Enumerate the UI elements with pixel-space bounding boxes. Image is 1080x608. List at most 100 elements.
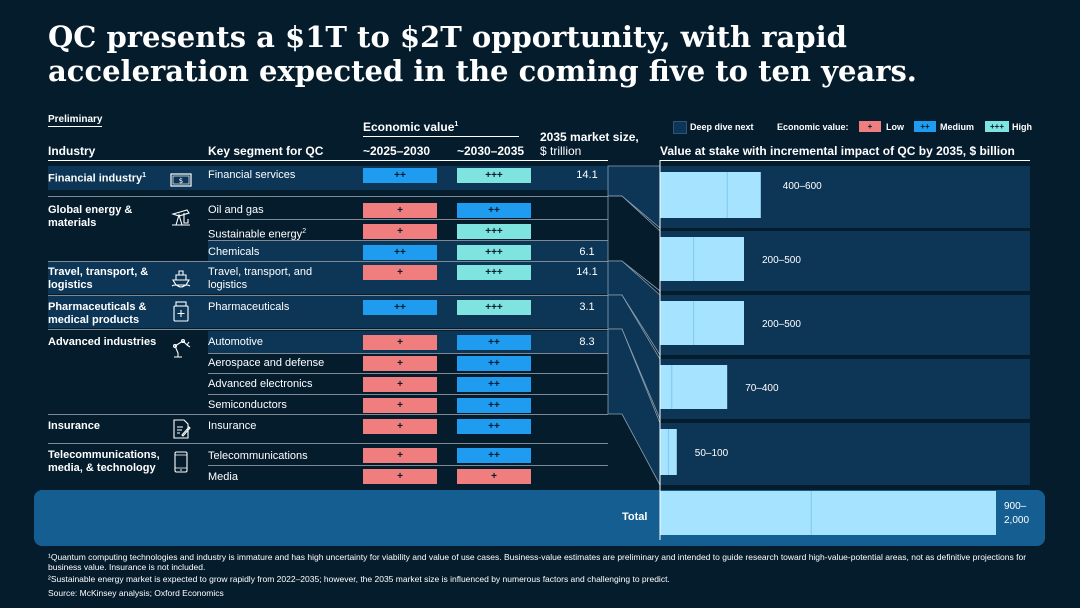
legend-deep-dive-swatch	[673, 121, 687, 134]
value-pill: +	[363, 377, 437, 392]
value-pill: +	[363, 469, 437, 484]
value-pill: ++	[457, 419, 531, 434]
robot-arm-icon	[173, 339, 191, 358]
value-bar	[660, 365, 728, 409]
segment-automotive: Automotive	[208, 336, 264, 348]
medicine-bottle-icon	[173, 301, 189, 322]
segment-oil-gas: Oil and gas	[208, 204, 264, 216]
value-pill: +++	[457, 168, 531, 183]
value-pill: +	[363, 448, 437, 463]
value-pill: +++	[457, 265, 531, 280]
value-bar-label: 400–600	[783, 181, 822, 192]
value-pill: ++	[457, 356, 531, 371]
value-pill: +	[363, 224, 437, 239]
value-pill: ++	[363, 245, 437, 260]
value-bar-label: 50–100	[695, 448, 729, 459]
chart-panel	[660, 423, 1030, 485]
ship-icon	[171, 270, 191, 288]
row-divider	[208, 465, 608, 466]
header-industry: Industry	[48, 144, 96, 158]
market-size: 6.1	[579, 246, 595, 258]
row-divider	[48, 196, 608, 197]
row-divider	[48, 261, 608, 262]
value-bar	[660, 237, 744, 281]
legend-deep-dive: Deep dive next	[690, 122, 754, 132]
value-pill: +	[363, 265, 437, 280]
money-bill-icon: $	[170, 173, 192, 187]
header-market-size: 2035 market size,	[540, 130, 639, 144]
value-pill: +	[363, 398, 437, 413]
row-divider	[208, 373, 608, 374]
segment-insurance: Insurance	[208, 420, 257, 432]
segment-advanced-electronics: Advanced electronics	[208, 378, 313, 390]
legend-low-swatch: +	[859, 121, 881, 132]
econ-header-rule	[363, 136, 519, 137]
row-divider	[208, 394, 608, 395]
value-pill: +	[363, 356, 437, 371]
value-pill: ++	[457, 335, 531, 350]
legend-high-swatch: +++	[985, 121, 1009, 132]
value-bar-label: 900–	[1004, 501, 1027, 512]
value-pill: ++	[457, 377, 531, 392]
segment-travel: Travel, transport, and logistics	[208, 266, 313, 291]
oil-pump-icon	[171, 209, 190, 226]
value-bar	[660, 172, 761, 218]
header-value-at-stake: Value at stake with incremental impact o…	[660, 144, 1015, 158]
row-divider	[208, 353, 608, 354]
row-divider	[208, 219, 608, 220]
segment-sustainable-energy: Sustainable energy2	[208, 228, 307, 241]
value-pill: +++	[457, 245, 531, 260]
header-period-2: ~2030–2035	[457, 144, 525, 158]
legend-low: Low	[886, 122, 904, 132]
segment-chemicals: Chemicals	[208, 246, 260, 258]
value-pill: ++	[457, 203, 531, 218]
row-divider	[48, 329, 608, 330]
page-title: QC presents a $1T to $2T opportunity, wi…	[48, 20, 917, 88]
table-header-rule	[48, 160, 608, 161]
value-pill: +++	[457, 300, 531, 315]
segment-telecommunications: Telecommunications	[208, 450, 308, 462]
header-economic-value: Economic value1	[363, 120, 459, 134]
market-size: 3.1	[579, 301, 595, 313]
value-pill: ++	[457, 398, 531, 413]
industry-energy: Global energy & materials	[48, 204, 133, 229]
value-bar-label: 70–400	[745, 383, 779, 394]
market-size: 14.1	[576, 266, 598, 278]
value-bar-label: 2,000	[1004, 515, 1029, 526]
value-bar	[660, 491, 996, 535]
svg-text:$: $	[179, 177, 183, 185]
legend-medium-swatch: ++	[914, 121, 936, 132]
market-size: 14.1	[576, 169, 598, 181]
segment-media: Media	[208, 471, 238, 483]
value-bar-label: 200–500	[762, 255, 801, 266]
legend-high: High	[1012, 122, 1032, 132]
industry-insurance: Insurance	[48, 420, 100, 432]
value-bar	[660, 301, 744, 345]
segment-financial-services: Financial services	[208, 169, 296, 181]
chart-header-rule	[660, 160, 1030, 161]
footnote-1: ¹Quantum computing technologies and indu…	[48, 552, 1027, 572]
segment-pharmaceuticals: Pharmaceuticals	[208, 301, 290, 313]
value-pill: +	[363, 203, 437, 218]
segment-semiconductors: Semiconductors	[208, 399, 287, 411]
value-pill: +++	[457, 224, 531, 239]
market-size: 8.3	[579, 336, 595, 348]
value-bar-label: 200–500	[762, 319, 801, 330]
segment-aerospace: Aerospace and defense	[208, 357, 325, 369]
total-label: Total	[622, 511, 648, 523]
row-divider	[48, 414, 608, 415]
smartphone-icon	[174, 451, 188, 473]
value-pill: +	[457, 469, 531, 484]
industry-financial: Financial industry1	[48, 172, 147, 185]
value-pill: +	[363, 419, 437, 434]
source-note: Source: McKinsey analysis; Oxford Econom…	[48, 588, 224, 598]
legend-medium: Medium	[940, 122, 975, 132]
document-pen-icon	[173, 419, 191, 439]
header-segment: Key segment for QC	[208, 144, 324, 158]
value-pill: ++	[363, 300, 437, 315]
industry-travel: Travel, transport, & logistics	[48, 266, 149, 291]
industry-pharma: Pharmaceuticals & medical products	[48, 301, 147, 326]
industry-advanced: Advanced industries	[48, 336, 157, 348]
